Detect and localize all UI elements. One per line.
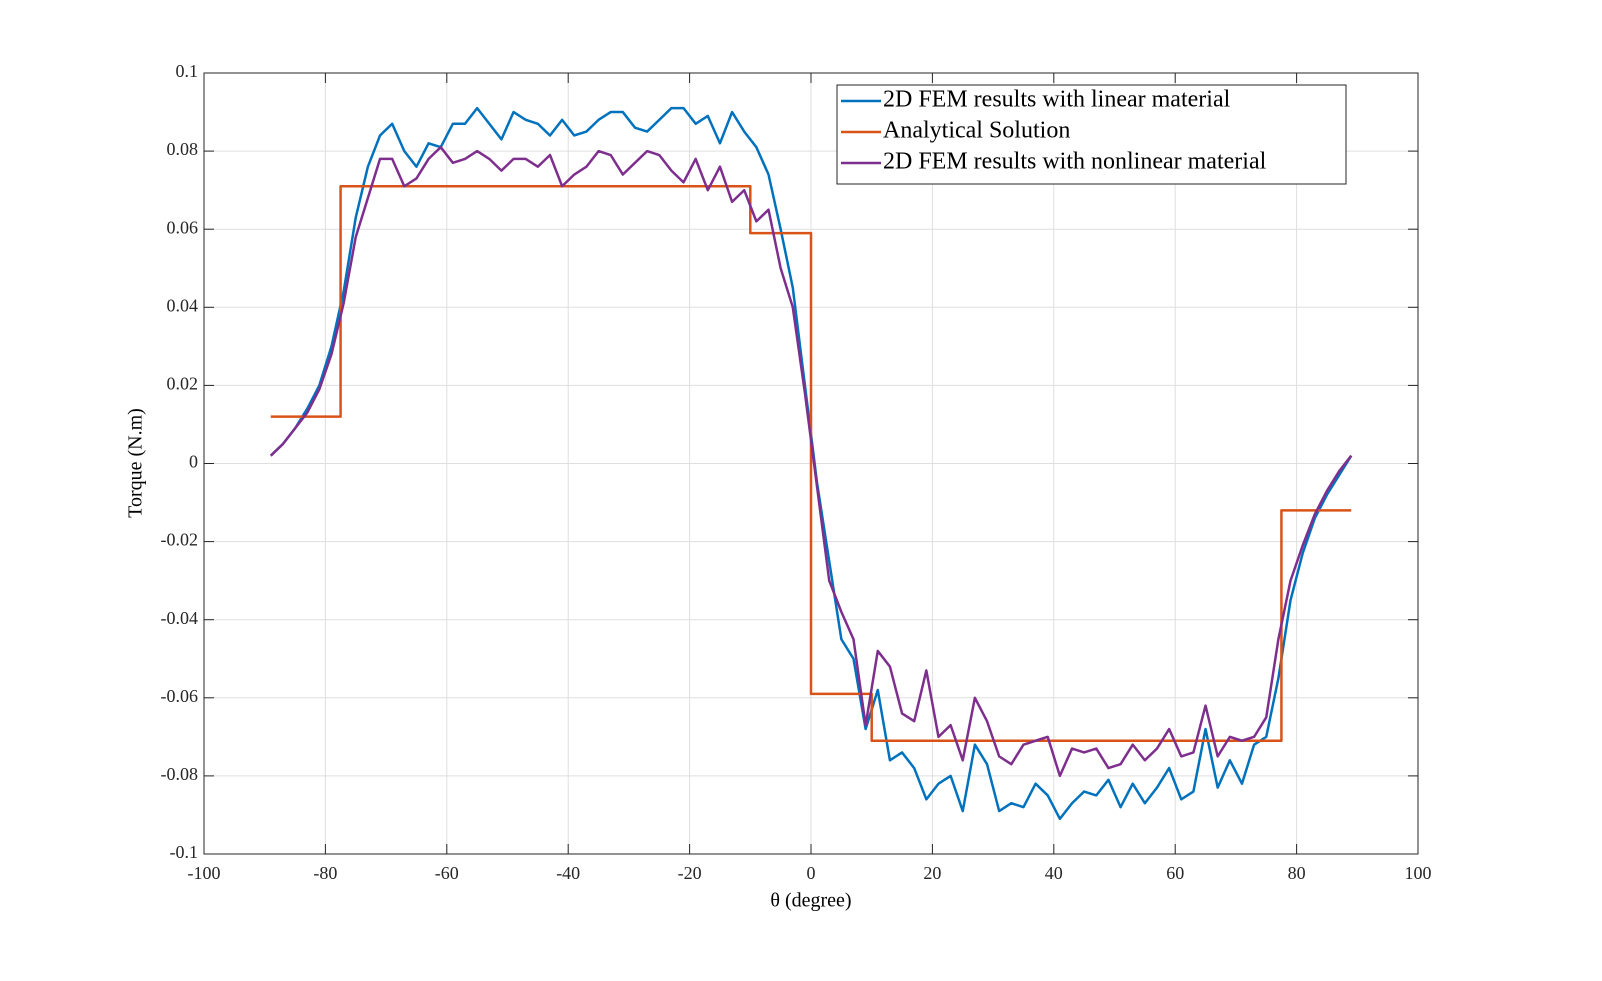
x-tick-label: -60 bbox=[435, 863, 459, 883]
series-line bbox=[270, 185, 1352, 742]
legend-label: Analytical Solution bbox=[883, 118, 1070, 144]
legend: 2D FEM results with linear material Analy… bbox=[836, 84, 1347, 185]
y-tick-label: -0.06 bbox=[161, 686, 199, 706]
y-tick-label: -0.1 bbox=[170, 842, 199, 862]
x-tick-label: 0 bbox=[807, 863, 816, 883]
x-tick-label: -40 bbox=[556, 863, 580, 883]
x-tick-label: 40 bbox=[1045, 863, 1063, 883]
y-tick-label: -0.02 bbox=[161, 530, 199, 550]
y-tick-label: -0.08 bbox=[161, 764, 199, 784]
x-tick-label: 80 bbox=[1288, 863, 1306, 883]
x-tick-label: -80 bbox=[313, 863, 337, 883]
series-line bbox=[269, 145, 1353, 778]
x-tick-label: 60 bbox=[1166, 863, 1184, 883]
y-tick-label: 0.02 bbox=[167, 374, 199, 394]
legend-label: 2D FEM results with linear material bbox=[883, 87, 1231, 113]
y-tick-label: 0.06 bbox=[167, 217, 199, 237]
x-tick-label: -100 bbox=[188, 863, 221, 883]
legend-box bbox=[836, 84, 1347, 185]
y-tick-label: 0 bbox=[189, 452, 198, 472]
y-tick-label: 0.1 bbox=[176, 61, 199, 81]
y-axis-label: Torque (N.m) bbox=[125, 408, 147, 518]
x-axis-label: θ (degree) bbox=[770, 890, 851, 912]
x-tick-label: -20 bbox=[678, 863, 702, 883]
legend-label: 2D FEM results with nonlinear material bbox=[883, 149, 1267, 175]
y-tick-label: 0.04 bbox=[167, 295, 199, 315]
y-tick-label: 0.08 bbox=[167, 139, 199, 159]
y-tick-label: -0.04 bbox=[161, 608, 199, 628]
x-tick-label: 100 bbox=[1405, 863, 1432, 883]
x-tick-label: 20 bbox=[923, 863, 941, 883]
